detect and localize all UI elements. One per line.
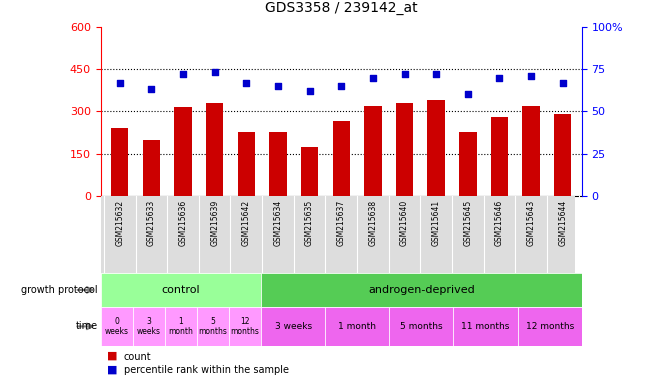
Bar <box>523 106 540 196</box>
Text: ■: ■ <box>107 351 118 361</box>
Text: androgen-deprived: androgen-deprived <box>368 285 474 295</box>
Bar <box>238 132 255 196</box>
Bar <box>396 103 413 196</box>
Text: GSM215632: GSM215632 <box>115 200 124 246</box>
Point <box>494 74 504 81</box>
Text: 12
months: 12 months <box>231 317 259 336</box>
Text: ■: ■ <box>107 364 118 374</box>
Text: GSM215634: GSM215634 <box>274 200 283 246</box>
Bar <box>301 147 318 196</box>
Point <box>431 71 441 77</box>
Point <box>178 71 188 77</box>
Text: GSM215639: GSM215639 <box>210 200 219 246</box>
Point <box>209 70 220 76</box>
Bar <box>325 307 389 346</box>
Point <box>241 79 252 86</box>
Text: GSM215637: GSM215637 <box>337 200 346 246</box>
Text: GSM215633: GSM215633 <box>147 200 156 246</box>
Bar <box>197 307 229 346</box>
Bar <box>491 117 508 196</box>
Bar <box>333 121 350 196</box>
Point <box>114 79 125 86</box>
Point <box>146 86 157 93</box>
Text: count: count <box>124 352 151 362</box>
Bar <box>165 307 197 346</box>
Text: control: control <box>162 285 200 295</box>
Point <box>368 74 378 81</box>
Point <box>558 79 568 86</box>
Bar <box>143 139 160 196</box>
Text: GSM215641: GSM215641 <box>432 200 441 246</box>
Bar <box>454 307 517 346</box>
Point <box>463 91 473 98</box>
Text: GSM215635: GSM215635 <box>305 200 314 246</box>
Text: 1 month: 1 month <box>338 322 376 331</box>
Text: GSM215642: GSM215642 <box>242 200 251 246</box>
Bar <box>206 103 224 196</box>
Text: GSM215640: GSM215640 <box>400 200 409 246</box>
Bar <box>459 132 476 196</box>
Bar <box>269 132 287 196</box>
Text: 1
month: 1 month <box>168 317 193 336</box>
Point <box>336 83 346 89</box>
Text: time: time <box>75 321 98 331</box>
Text: percentile rank within the sample: percentile rank within the sample <box>124 365 289 375</box>
Bar <box>174 107 192 196</box>
Bar <box>133 307 165 346</box>
Text: 0
weeks: 0 weeks <box>105 317 129 336</box>
Text: GSM215646: GSM215646 <box>495 200 504 246</box>
Bar <box>111 128 129 196</box>
Text: GSM215638: GSM215638 <box>369 200 378 246</box>
Text: GSM215636: GSM215636 <box>179 200 188 246</box>
Bar <box>428 100 445 196</box>
Text: 3 weeks: 3 weeks <box>274 322 312 331</box>
Bar <box>101 273 261 307</box>
Bar <box>364 106 382 196</box>
Bar <box>261 273 582 307</box>
Point <box>304 88 315 94</box>
Text: GSM215645: GSM215645 <box>463 200 473 246</box>
Text: GSM215643: GSM215643 <box>526 200 536 246</box>
Point <box>526 73 536 79</box>
Text: 12 months: 12 months <box>526 322 574 331</box>
Text: GSM215644: GSM215644 <box>558 200 567 246</box>
Text: 5
months: 5 months <box>198 317 228 336</box>
Bar <box>101 307 133 346</box>
Text: growth protocol: growth protocol <box>21 285 98 295</box>
Bar <box>389 307 454 346</box>
Text: GDS3358 / 239142_at: GDS3358 / 239142_at <box>265 2 417 15</box>
Point <box>399 71 410 77</box>
Text: 11 months: 11 months <box>462 322 510 331</box>
Text: 3
weeks: 3 weeks <box>137 317 161 336</box>
Point <box>273 83 283 89</box>
Bar <box>229 307 261 346</box>
Bar <box>261 307 325 346</box>
Text: 5 months: 5 months <box>400 322 443 331</box>
Bar <box>554 114 571 196</box>
Bar <box>517 307 582 346</box>
